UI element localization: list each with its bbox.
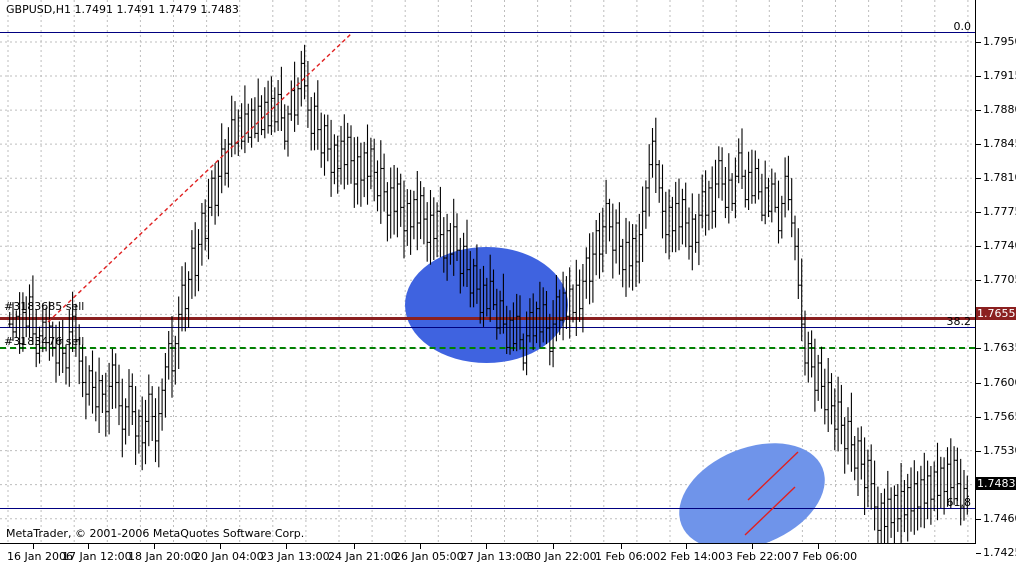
- price-tick: [976, 280, 981, 282]
- price-tick: [976, 76, 981, 78]
- price-tick: [976, 110, 981, 112]
- price-axis-label: 1.7565: [983, 409, 1016, 423]
- trendline-uptrend-main: [47, 32, 353, 323]
- fib-level-0[interactable]: [0, 32, 975, 33]
- time-tick: [686, 544, 687, 549]
- time-axis-label: 3 Feb 22:00: [726, 550, 792, 563]
- bid-price-tag: 1.7483: [976, 477, 1016, 490]
- price-tick: [976, 42, 981, 43]
- symbol-period-label: GBPUSD,H1 1.7491 1.7491 1.7479 1.7483: [6, 3, 239, 16]
- price-tick: [976, 144, 981, 146]
- price-axis-label: 1.7915: [983, 69, 1016, 83]
- order-line-sell-label: #3183476 sell: [4, 335, 85, 348]
- price-axis-label: 1.7810: [983, 171, 1016, 185]
- price-tick: [976, 178, 981, 180]
- fib-level-38-label: 38.2: [946, 315, 972, 328]
- price-tick: [976, 246, 981, 248]
- fib-level-0-label: 0.0: [953, 20, 972, 33]
- price-axis-label: 1.7425: [983, 545, 1016, 559]
- time-tick: [752, 544, 753, 549]
- fib-level-61-label: 61.8: [946, 496, 972, 509]
- price-axis-label: 1.7740: [983, 239, 1016, 253]
- time-tick: [154, 544, 155, 549]
- time-axis-label: 16 Jan 2006: [7, 550, 73, 563]
- time-tick: [354, 544, 355, 549]
- price-axis-label: 1.7600: [983, 375, 1016, 389]
- price-tick: [976, 348, 981, 350]
- time-tick: [286, 544, 287, 549]
- price-tick: [976, 450, 981, 452]
- time-axis-label: 18 Jan 20:00: [128, 550, 198, 563]
- time-axis-label: 1 Feb 06:00: [595, 550, 661, 563]
- fib-level-38[interactable]: [0, 327, 975, 328]
- order-line-buy-label: #3183685 sell: [4, 300, 85, 313]
- time-axis-label: 2 Feb 14:00: [660, 550, 726, 563]
- price-tick: [976, 518, 981, 520]
- ellipse-highlight-reversal[interactable]: [663, 423, 841, 543]
- time-axis-label: 26 Jan 05:00: [394, 550, 464, 563]
- time-axis-label: 30 Jan 22:00: [527, 550, 597, 563]
- price-tick: [976, 416, 981, 418]
- price-axis[interactable]: 1.7950 1.7915 1.7880 1.7845 1.7810 1.7775 1.77…: [976, 0, 1016, 558]
- time-axis-label: 23 Jan 13:00: [260, 550, 330, 563]
- price-axis-label: 1.7775: [983, 205, 1016, 219]
- price-axis-label: 1.7635: [983, 341, 1016, 355]
- price-axis-label: 1.7530: [983, 443, 1016, 457]
- time-tick: [553, 544, 554, 549]
- price-axis-label: 1.7845: [983, 137, 1016, 151]
- time-axis-label: 17 Jan 12:00: [62, 550, 132, 563]
- price-axis-label: 1.7950: [983, 35, 1016, 48]
- copyright-label: MetaTrader, © 2001-2006 MetaQuotes Softw…: [6, 527, 305, 540]
- price-axis-label: 1.7705: [983, 273, 1016, 287]
- time-tick: [621, 544, 622, 549]
- time-tick: [88, 544, 89, 549]
- time-tick: [420, 544, 421, 549]
- time-axis-label: 24 Jan 21:00: [328, 550, 398, 563]
- time-axis-label: 27 Jan 13:00: [460, 550, 530, 563]
- order-line-buy[interactable]: [0, 317, 975, 320]
- order-line-sell[interactable]: [0, 347, 975, 349]
- price-axis-label: 1.7460: [983, 511, 1016, 525]
- price-axis-label: 1.7880: [983, 103, 1016, 117]
- time-tick: [818, 544, 819, 549]
- fib-level-61[interactable]: [0, 508, 975, 509]
- time-tick: [220, 544, 221, 549]
- ellipse-highlight-consolidation[interactable]: [405, 247, 568, 363]
- price-tick: [976, 212, 981, 214]
- time-axis-label: 7 Feb 06:00: [792, 550, 858, 563]
- time-axis[interactable]: 16 Jan 2006 17 Jan 12:00 18 Jan 20:00 20 Ja…: [0, 544, 976, 566]
- ask-price-tag: 1.7655: [976, 307, 1016, 320]
- time-tick: [486, 544, 487, 549]
- time-tick: [33, 544, 34, 549]
- time-axis-label: 20 Jan 04:00: [194, 550, 264, 563]
- price-tick: [976, 382, 981, 384]
- chart-plot-area[interactable]: #3183685 sell #3183476 sell 0.0 38.2 61.8 GB…: [0, 0, 976, 544]
- price-tick: [976, 552, 981, 554]
